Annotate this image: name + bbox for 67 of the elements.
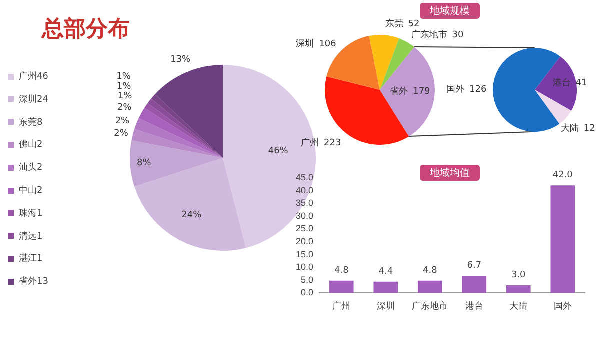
legend-label: 汕头2	[18, 162, 43, 174]
legend-label: 清远1	[18, 230, 43, 243]
data-label: 1%	[118, 92, 133, 102]
chart-title: 地域均值	[420, 165, 480, 181]
data-label: 41	[576, 78, 588, 88]
data-label: 8%	[136, 158, 152, 168]
data-label: 46%	[268, 146, 289, 156]
slice-label: 大陆	[560, 123, 579, 134]
legend-label: 广州46	[18, 70, 48, 83]
data-label: 30	[452, 30, 464, 40]
data-label: 52	[408, 20, 420, 30]
x-tick-label: 广州	[332, 301, 351, 312]
legend-label: 珠海1	[18, 208, 43, 220]
data-label: 42.0	[552, 170, 574, 181]
bar	[418, 280, 442, 294]
legend-label: 中山2	[18, 184, 43, 197]
bar	[374, 282, 398, 294]
bar	[506, 286, 531, 294]
y-tick-label: 10.0	[296, 262, 314, 272]
legend-label: 东莞8	[18, 116, 43, 129]
slice-label: 港台	[552, 77, 571, 88]
y-tick-label: 35.0	[296, 198, 314, 208]
y-tick-label: 25.0	[296, 224, 314, 234]
data-label: 179	[413, 87, 431, 98]
slice-label: 深圳	[296, 38, 314, 50]
legend-label: 佛山2	[18, 138, 43, 152]
x-tick-label: 国外	[554, 301, 572, 312]
data-label: 1%	[116, 82, 132, 92]
data-label: 4.8	[422, 266, 438, 276]
y-tick-label: 40.0	[296, 185, 314, 196]
legend-label: 省外13	[18, 276, 48, 288]
data-label: 13%	[170, 55, 191, 66]
data-label: 2%	[117, 103, 132, 114]
y-tick-label: 30.0	[296, 210, 314, 221]
bar	[329, 280, 354, 294]
data-label: 4.4	[378, 266, 394, 277]
data-label: 3.0	[511, 270, 526, 280]
slice-label: 广州	[300, 138, 319, 149]
y-tick-label: 45.0	[296, 172, 314, 182]
chart-title: 总部分布	[42, 16, 130, 44]
slice-label: 省外	[390, 86, 408, 98]
bar	[550, 186, 576, 294]
y-tick-label: 20.0	[296, 236, 314, 246]
legend-label: 深圳24	[18, 94, 48, 106]
data-label: 24%	[182, 210, 202, 220]
data-label: 6.7	[467, 260, 482, 271]
data-label: 1%	[116, 72, 132, 82]
data-label: 126	[470, 84, 487, 95]
y-tick-label: 5.0	[301, 274, 314, 285]
y-tick-label: 0.0	[301, 288, 314, 298]
x-tick-label: 深圳	[376, 301, 395, 312]
data-label: 2%	[115, 116, 130, 126]
data-label: 4.8	[334, 266, 350, 276]
x-tick-label: 大陆	[510, 301, 528, 312]
chart-title: 地域规模	[420, 3, 480, 19]
slice-label: 广东地市	[411, 29, 448, 40]
slice-label: 国外	[446, 84, 465, 95]
y-tick-label: 15.0	[296, 249, 314, 260]
data-label: 2%	[114, 129, 129, 140]
x-tick-label: 广东地市	[412, 301, 448, 312]
legend-label: 湛江1	[18, 252, 43, 266]
slice-label: 东莞	[385, 18, 404, 30]
bar	[462, 276, 487, 294]
data-label: 223	[324, 138, 342, 149]
data-label: 12	[584, 124, 596, 134]
data-label: 106	[319, 40, 337, 50]
x-tick-label: 港台	[465, 301, 484, 312]
